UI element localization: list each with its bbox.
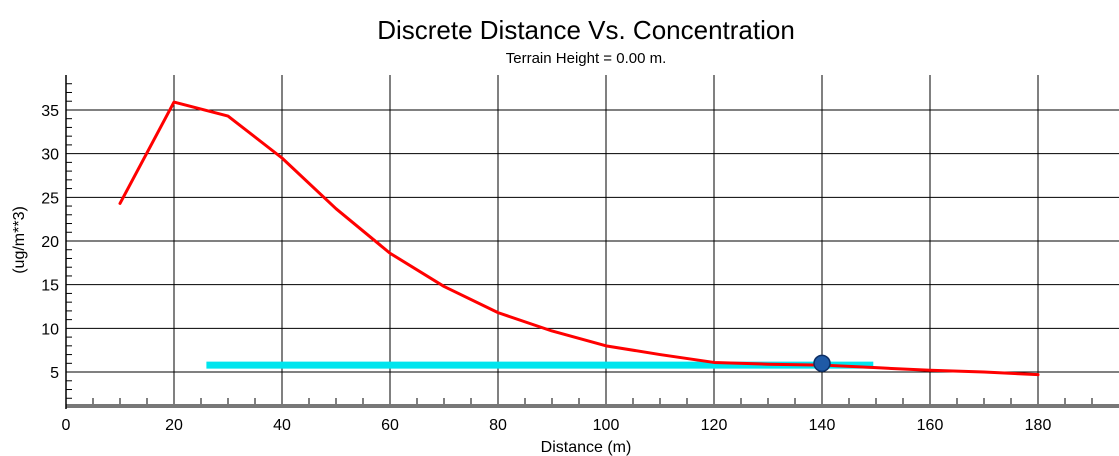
y-tick-label: 30 [41,147,59,164]
x-tick-labels: 0 20 40 60 80 100 120 140 160 180 [62,417,1052,434]
y-axis-label: (ug/m**3) [11,206,28,274]
x-tick-label: 60 [381,417,399,434]
series-layer [118,100,1040,377]
series-line-0 [118,100,1040,377]
chart-subtitle: Terrain Height = 0.00 m. [506,50,667,67]
y-tick-label: 15 [41,278,59,295]
x-tick-label: 0 [62,417,71,434]
x-tick-label: 80 [489,417,507,434]
marker-layer [813,354,831,373]
y-tick-labels: 5 10 15 20 25 30 35 [41,103,59,382]
x-tick-label: 180 [1025,417,1052,434]
y-tick-label: 20 [41,234,59,251]
x-tick-label: 140 [809,417,836,434]
chart-header: Discrete Distance Vs. Concentration Terr… [377,15,795,67]
chart-title: Discrete Distance Vs. Concentration [377,15,795,45]
x-tick-label: 100 [593,417,620,434]
grid-lines [66,75,1119,407]
position-marker[interactable] [813,354,831,373]
x-tick-label: 160 [917,417,944,434]
x-axis-baseline [66,404,1119,408]
y-tick-label: 35 [41,103,59,120]
x-tick-label: 120 [701,417,728,434]
x-tick-label: 20 [165,417,183,434]
x-axis-label: Distance (m) [541,439,632,456]
y-tick-label: 10 [41,321,59,338]
y-tick-label: 25 [41,190,59,207]
minor-ticks [66,83,1093,407]
y-tick-label: 5 [50,365,59,382]
x-tick-label: 40 [273,417,291,434]
